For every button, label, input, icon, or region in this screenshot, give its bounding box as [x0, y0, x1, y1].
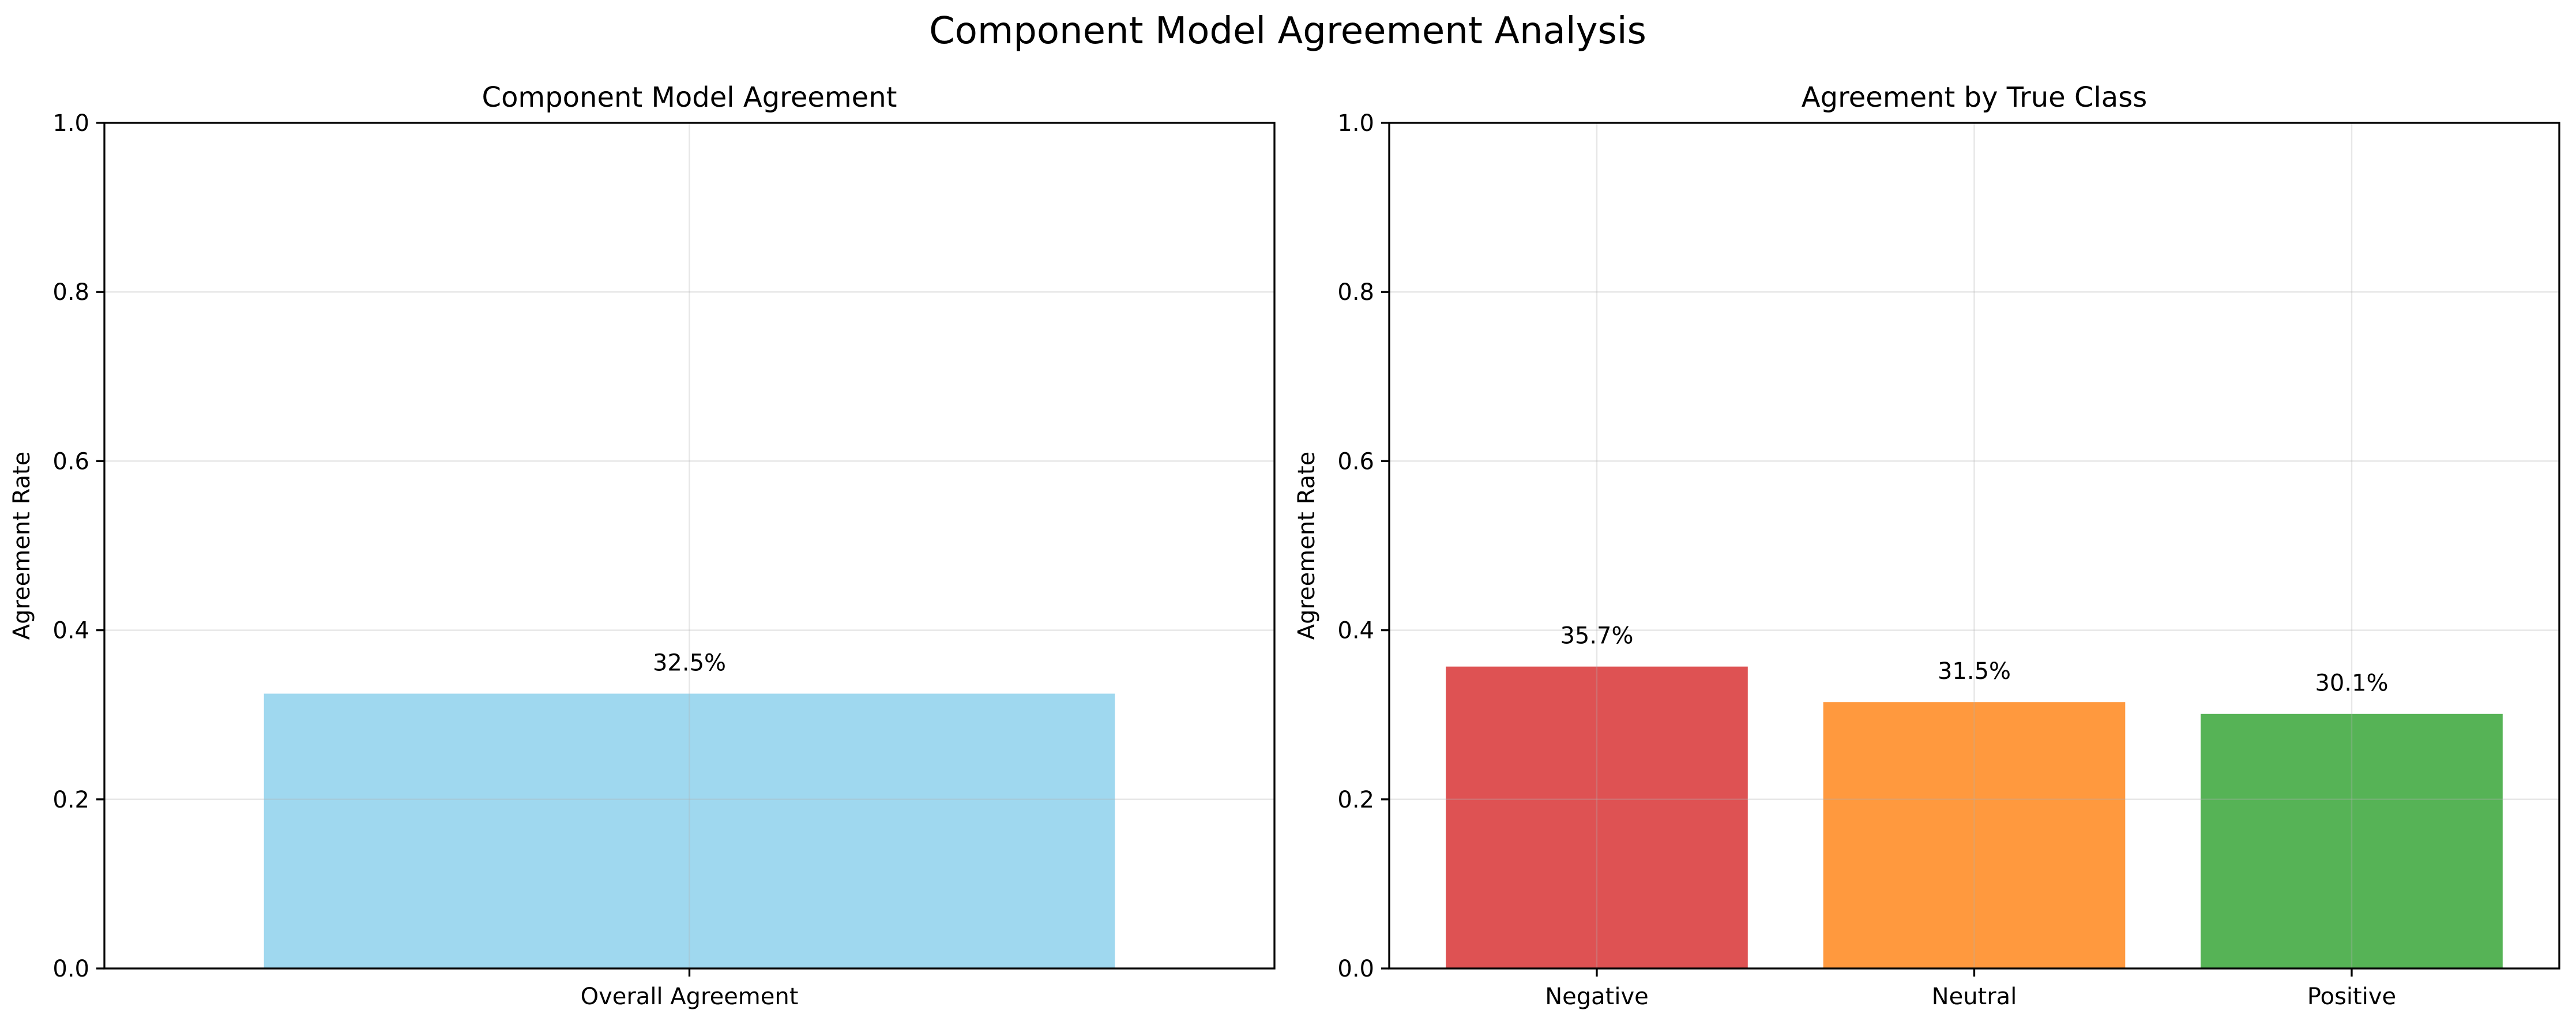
x-tick-label-negative: Negative: [1545, 983, 1649, 1010]
data-label-negative: 35.7%: [1560, 623, 1633, 649]
y-tick-label: 0.6: [1337, 448, 1374, 475]
y-axis-label: Agreement Rate: [9, 452, 35, 640]
x-tick-label-neutral: Neutral: [1932, 983, 2017, 1010]
bar-neutral: [1823, 702, 2126, 968]
y-tick-label: 0.8: [52, 279, 89, 306]
axes-title: Agreement by True Class: [1802, 81, 2147, 114]
y-tick-label: 0.4: [1337, 618, 1374, 644]
figure-title: Component Model Agreement Analysis: [929, 10, 1646, 52]
y-tick-label: 0.0: [52, 956, 89, 982]
chart-panel-overall: 0.0 0.2 0.4 0.6 0.8 1.0 Overall Agreement 32.5%…: [9, 81, 1276, 1010]
y-axis-label: Agreement Rate: [1293, 452, 1320, 640]
axes-title: Component Model Agreement: [482, 81, 897, 114]
bar-negative: [1446, 666, 1748, 968]
y-tick-label: 0.6: [52, 448, 89, 475]
data-label-overall-agreement: 32.5%: [653, 650, 726, 677]
y-tick-label: 0.2: [1337, 787, 1374, 813]
bar-positive: [2201, 714, 2503, 968]
y-tick-label: 0.8: [1337, 279, 1374, 306]
y-tick-label: 1.0: [1337, 110, 1374, 137]
data-label-neutral: 31.5%: [1938, 658, 2011, 685]
y-tick-label: 0.4: [52, 618, 89, 644]
bar-overall-agreement: [264, 693, 1115, 968]
chart-panel-by-class: 0.0 0.2 0.4 0.6 0.8 1.0 Negative Neutral Positiv…: [1293, 81, 2560, 1010]
y-tick-label: 0.2: [52, 787, 89, 813]
y-tick-label: 0.0: [1337, 956, 1374, 982]
y-tick-label: 1.0: [52, 110, 89, 137]
x-tick-label-overall-agreement: Overall Agreement: [581, 983, 799, 1010]
x-tick-label-positive: Positive: [2307, 983, 2396, 1010]
data-label-positive: 30.1%: [2315, 670, 2388, 697]
